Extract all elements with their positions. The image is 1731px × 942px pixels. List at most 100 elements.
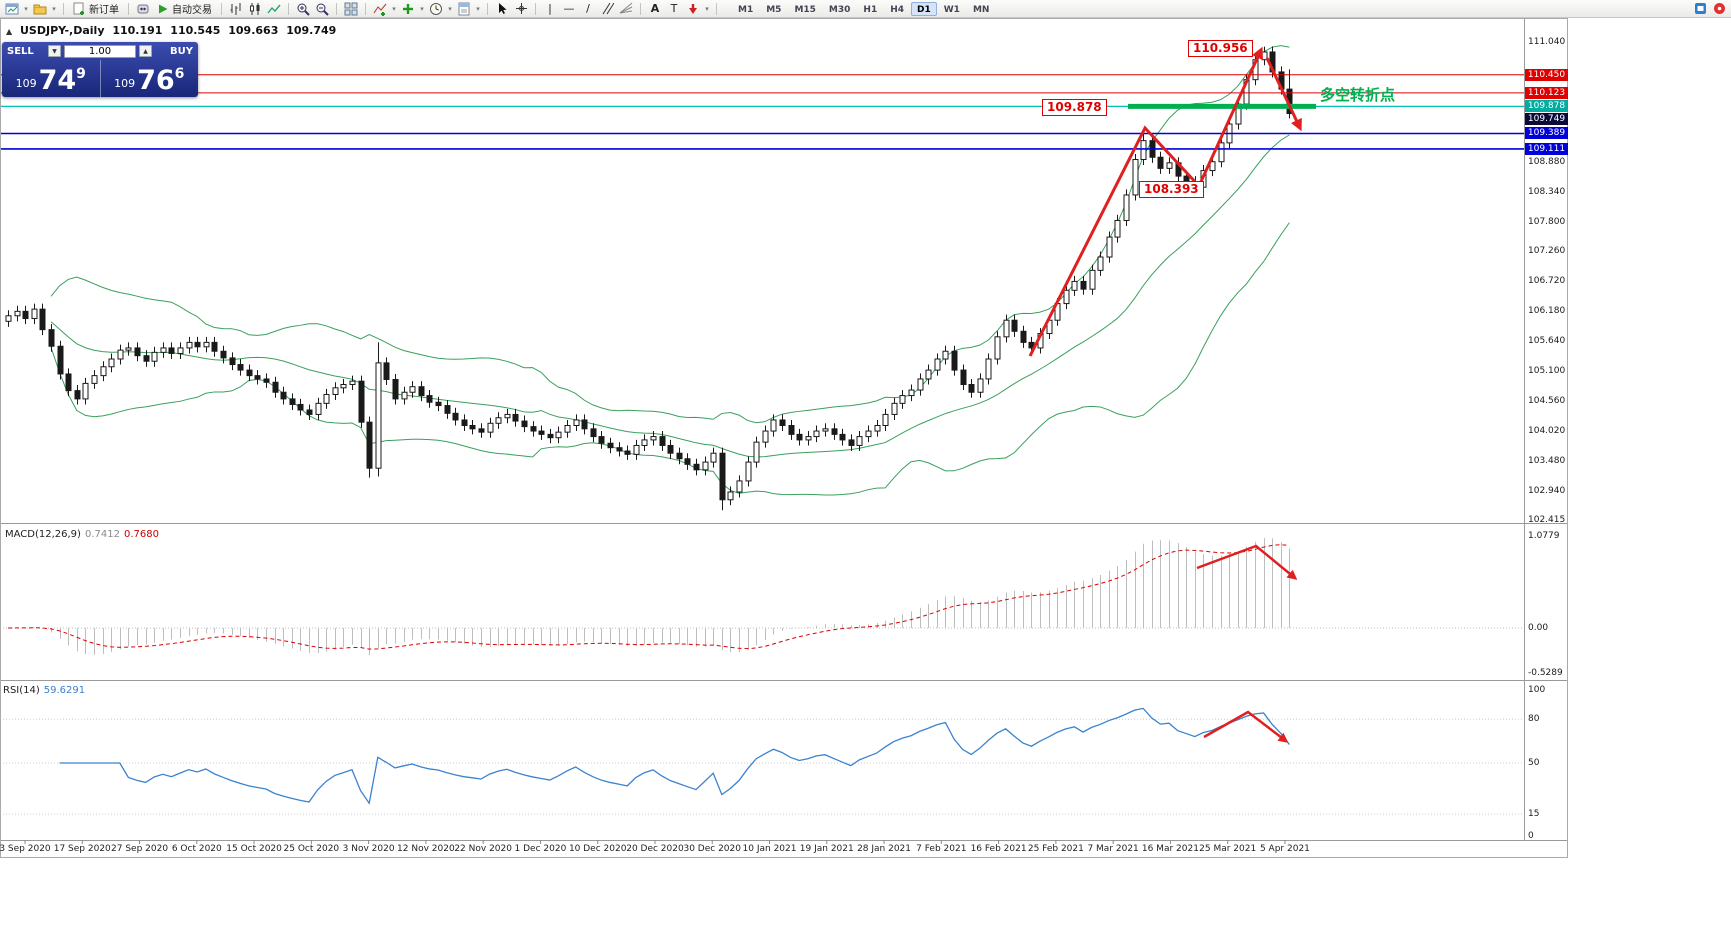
buy-price-small: 109 xyxy=(114,77,136,90)
date-axis-label: 30 Dec 2020 xyxy=(683,844,741,854)
lot-size-input[interactable] xyxy=(64,44,136,58)
zoom-in-icon[interactable] xyxy=(294,1,312,17)
timeframe-m15-button[interactable]: M15 xyxy=(794,4,816,15)
rsi-axis-label: 0 xyxy=(1528,831,1534,841)
toolbar-separator xyxy=(63,2,64,15)
toolbar-separator xyxy=(716,2,717,15)
docked-window-icon[interactable] xyxy=(1691,1,1709,17)
line-chart-icon[interactable] xyxy=(265,1,283,17)
rsi-axis-label: 15 xyxy=(1528,809,1540,820)
chart-ohlc-title: ▲ USDJPY-,Daily 110.191 110.545 109.663 … xyxy=(6,24,340,37)
autotrading-label: 自动交易 xyxy=(172,5,212,16)
indicators-caret-icon[interactable]: ▾ xyxy=(392,4,396,13)
toolbar-separator xyxy=(365,2,366,15)
date-axis-label: 10 Dec 2020 xyxy=(568,844,627,854)
rsi-axis-label: 50 xyxy=(1528,758,1540,768)
price-axis-label: 105.100 xyxy=(1528,366,1566,377)
timeframe-toolbar: M1 M5 M15 M30 H1 H4 D1 W1 MN xyxy=(732,1,995,16)
templates-caret-icon[interactable]: ▾ xyxy=(476,4,480,13)
add-indicator-icon[interactable] xyxy=(399,1,417,17)
status-badge-icon[interactable] xyxy=(1710,1,1728,17)
sell-price-small: 109 xyxy=(15,77,37,90)
profiles-icon[interactable] xyxy=(31,1,49,17)
rsi-value: 59.6291 xyxy=(43,685,86,696)
sell-price-big: 74 xyxy=(38,65,77,97)
arrow-objects-caret-icon[interactable]: ▾ xyxy=(705,4,709,13)
macd-axis-label: 1.0779 xyxy=(1528,531,1560,542)
sell-button[interactable]: 109 74 9 xyxy=(2,60,100,97)
timeframe-d1-button[interactable]: D1 xyxy=(911,1,937,16)
zoom-out-icon[interactable] xyxy=(313,1,331,17)
support-price-annotation[interactable]: 109.878 xyxy=(1042,99,1107,116)
equidistant-channel-icon[interactable] xyxy=(598,1,616,17)
rsi-axis-label: 80 xyxy=(1528,714,1540,725)
price-axis-label: 104.020 xyxy=(1528,426,1566,437)
buy-price-sup: 6 xyxy=(174,66,185,82)
timeframe-m1-button[interactable]: M1 xyxy=(738,4,754,15)
tile-windows-icon[interactable] xyxy=(342,1,360,17)
date-axis-label: 12 Nov 2020 xyxy=(397,844,455,854)
add-indicator-caret-icon[interactable]: ▾ xyxy=(420,4,424,13)
lot-increase-button[interactable]: ▲ xyxy=(139,45,152,57)
date-axis-label: 7 Mar 2021 xyxy=(1087,844,1139,854)
price-marker: 110.450 xyxy=(1525,68,1568,81)
new-order-button[interactable]: 新订单 xyxy=(69,1,123,17)
autotrading-button[interactable]: 自动交易 xyxy=(153,1,216,17)
cursor-icon[interactable] xyxy=(493,1,511,17)
profiles-caret-icon[interactable]: ▾ xyxy=(52,4,56,13)
timeframe-m5-button[interactable]: M5 xyxy=(766,4,782,15)
bar-chart-icon[interactable] xyxy=(227,1,245,17)
trade-panel-prices: 109 74 9 109 76 6 xyxy=(2,60,198,97)
buy-price-big: 76 xyxy=(137,65,175,97)
date-axis-label: 16 Mar 2021 xyxy=(1141,844,1199,854)
date-axis-label: 22 Nov 2020 xyxy=(454,844,512,854)
vertical-line-icon[interactable]: | xyxy=(548,2,552,15)
horizontal-line-icon[interactable]: — xyxy=(563,2,575,15)
fibonacci-icon[interactable] xyxy=(617,1,635,17)
candlestick-chart-icon[interactable] xyxy=(246,1,264,17)
text-icon[interactable]: A xyxy=(650,2,660,15)
price-axis-label: 107.260 xyxy=(1528,246,1566,257)
templates-icon[interactable] xyxy=(455,1,473,17)
date-axis-label: 20 Dec 2020 xyxy=(626,844,684,854)
periods-caret-icon[interactable]: ▾ xyxy=(448,4,452,13)
timeframe-mn-button[interactable]: MN xyxy=(972,4,990,15)
timeframe-h4-button[interactable]: H4 xyxy=(890,4,904,15)
toolbar-separator xyxy=(288,2,289,15)
turning-point-annotation[interactable]: 多空转折点 xyxy=(1320,86,1396,104)
date-axis-label: 25 Feb 2021 xyxy=(1027,844,1084,854)
date-axis-label: 6 Oct 2020 xyxy=(171,844,222,854)
expert-advisors-icon[interactable] xyxy=(134,1,152,17)
timeframe-w1-button[interactable]: W1 xyxy=(943,4,960,15)
trendline-icon[interactable]: / xyxy=(586,2,590,15)
timeframe-h1-button[interactable]: H1 xyxy=(863,4,878,15)
text-label-icon[interactable]: T xyxy=(670,2,678,15)
new-chart-icon[interactable] xyxy=(3,1,21,17)
ohlc-close: 109.749 xyxy=(286,24,337,37)
timeframe-m30-button[interactable]: M30 xyxy=(828,4,851,15)
indicators-icon[interactable] xyxy=(371,1,389,17)
peak-price-annotation[interactable]: 110.956 xyxy=(1188,40,1253,57)
toolbar-separator xyxy=(640,2,641,15)
buy-button[interactable]: 109 76 6 xyxy=(99,60,199,97)
rsi-title: RSI(14) xyxy=(3,685,40,696)
buy-label: BUY xyxy=(170,45,193,57)
arrow-objects-icon[interactable] xyxy=(684,1,702,17)
ohlc-low: 109.663 xyxy=(228,24,279,37)
sell-price-sup: 9 xyxy=(76,66,86,82)
main-toolbar: ▾ ▾ 新订单 自动交易 xyxy=(0,0,1731,18)
ohlc-open: 110.191 xyxy=(112,24,163,37)
toolbar-separator xyxy=(487,2,488,15)
date-axis-label: 7 Feb 2021 xyxy=(916,844,967,854)
new-chart-caret-icon[interactable]: ▾ xyxy=(24,4,28,13)
crosshair-icon[interactable] xyxy=(512,1,530,17)
date-axis-label: 10 Jan 2021 xyxy=(742,844,797,854)
price-axis-label: 103.480 xyxy=(1528,455,1566,466)
lot-decrease-button[interactable]: ▼ xyxy=(48,45,61,57)
new-order-label: 新订单 xyxy=(89,5,119,16)
periods-icon[interactable] xyxy=(427,1,445,17)
dip-price-annotation[interactable]: 108.393 xyxy=(1139,181,1204,198)
price-marker: 109.111 xyxy=(1525,142,1568,155)
price-axis-label: 105.640 xyxy=(1528,336,1566,347)
